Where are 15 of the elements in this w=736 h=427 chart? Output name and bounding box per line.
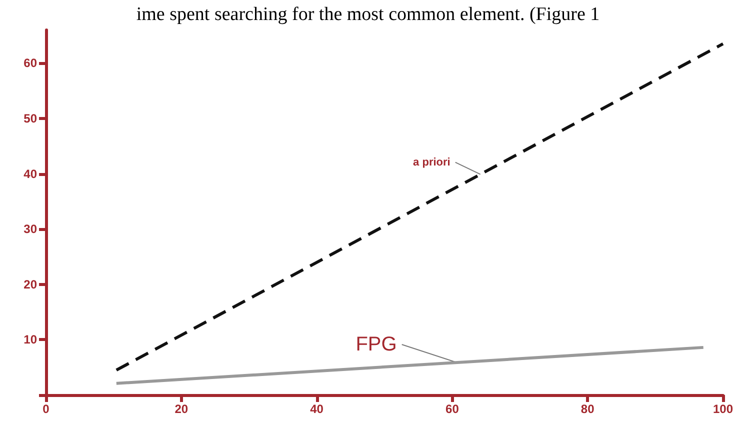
y-tick-label: 40	[24, 166, 38, 181]
x-tick-label: 0	[42, 402, 50, 416]
series-label: FPG	[356, 334, 397, 356]
x-tick-label: 100	[712, 402, 734, 416]
y-tick-label: 30	[24, 222, 38, 236]
x-tick-label: 20	[174, 402, 188, 416]
x-tick-label: 40	[310, 402, 324, 416]
y-tick-label: 50	[24, 111, 38, 126]
x-tick-label: 60	[446, 402, 460, 416]
chart-title: ime spent searching for the most common element. (Figure 1	[136, 4, 600, 25]
y-tick-label: 10	[24, 332, 38, 347]
y-tick-label: 20	[24, 277, 38, 292]
x-tick-label: 80	[580, 402, 595, 416]
y-tick-label: 60	[24, 56, 38, 70]
series-label: a priori	[413, 156, 450, 168]
